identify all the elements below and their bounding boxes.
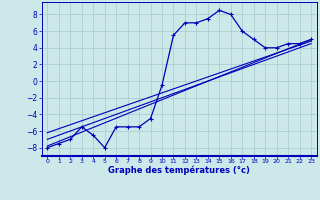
X-axis label: Graphe des températures (°c): Graphe des températures (°c) bbox=[108, 166, 250, 175]
